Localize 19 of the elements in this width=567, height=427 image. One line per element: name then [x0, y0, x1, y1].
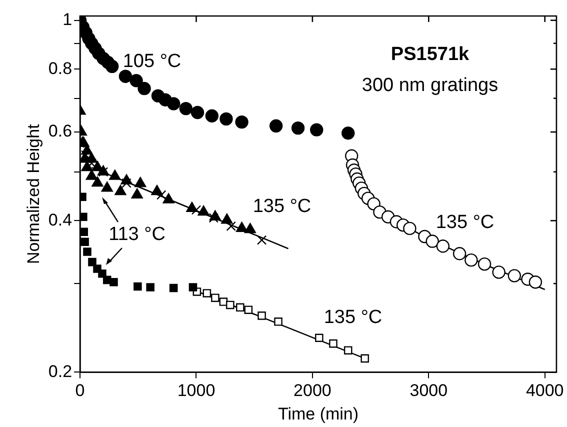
x-axis-title: Time (min) [278, 404, 359, 424]
annotation: 135 °C [436, 212, 494, 234]
annotation: 113 °C [108, 224, 166, 246]
y-tick-label: 0.6 [48, 122, 72, 141]
annotation: 135 °C [252, 196, 312, 218]
annotation: PS1571k [390, 44, 470, 66]
y-tick-label: 0.8 [48, 58, 72, 78]
x-tick-label: 2000 [294, 381, 332, 400]
annotation: 300 nm gratings [362, 75, 498, 96]
annotation: 135 °C [324, 307, 382, 328]
x-tick-label: 0 [75, 381, 85, 400]
y-tick-label: 1 [62, 10, 72, 30]
x-tick-label: 1000 [177, 381, 216, 400]
y-tick-label: 0.2 [48, 362, 72, 381]
y-tick-label: 0.4 [48, 210, 72, 230]
x-tick-label: 3000 [410, 381, 448, 400]
x-tick-label: 4000 [526, 381, 564, 400]
y-axis-title: Normalized Height [24, 124, 43, 264]
annotation: 105 °C [122, 51, 182, 72]
